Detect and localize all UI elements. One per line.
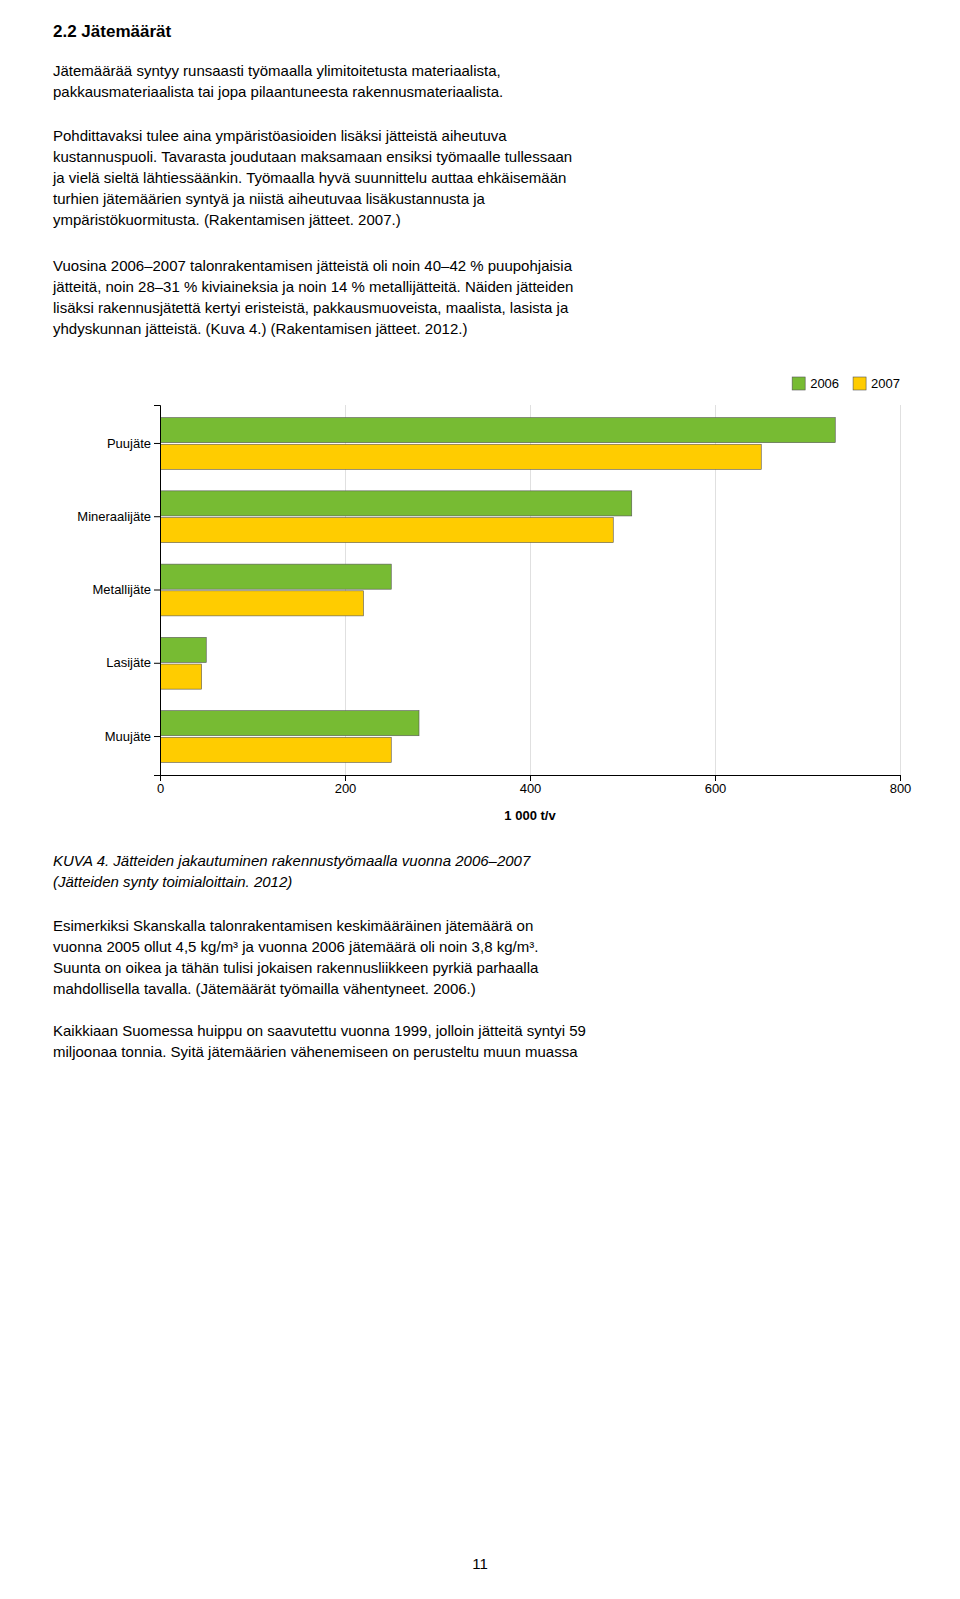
bars bbox=[160, 418, 835, 763]
tick-label: 0 bbox=[157, 781, 164, 796]
tick-label: 800 bbox=[890, 781, 912, 796]
page-title: 2.2 Jätemäärät bbox=[53, 20, 171, 44]
tick: Muujäte bbox=[105, 729, 160, 744]
tick-label: 400 bbox=[520, 781, 542, 796]
tick-label: Muujäte bbox=[105, 729, 151, 744]
grid-line-group bbox=[900, 405, 901, 775]
legend-label: 2006 bbox=[810, 376, 839, 391]
axis-line bbox=[154, 406, 161, 776]
tick-mark bbox=[154, 516, 160, 517]
bar bbox=[160, 444, 761, 469]
chart: 0200400600800MuujäteLasijäteMetallijäteM… bbox=[0, 365, 960, 835]
tick: 800 bbox=[890, 775, 912, 796]
tick-mark bbox=[154, 443, 160, 444]
tick: Puujäte bbox=[107, 436, 160, 451]
x-axis: 0 200 400 600 800 bbox=[157, 775, 911, 796]
tick-mark bbox=[530, 775, 531, 781]
tick-mark bbox=[900, 775, 901, 781]
tick-mark bbox=[154, 590, 160, 591]
legend-item: 2007 bbox=[853, 376, 900, 391]
tick-label: Mineraalijäte bbox=[77, 509, 151, 524]
tick-label: Puujäte bbox=[107, 436, 151, 451]
tick-label: 600 bbox=[705, 781, 727, 796]
tick: 600 bbox=[705, 775, 727, 796]
y-axis: Muujäte Lasijäte Metallijäte Mineraalijäte P… bbox=[77, 406, 160, 776]
text-block: Vuosina 2006–2007 talonrakentamisen jätt… bbox=[53, 255, 573, 339]
tick: Lasijäte bbox=[106, 655, 160, 670]
legend-label: 2007 bbox=[871, 376, 900, 391]
tick-mark bbox=[345, 775, 346, 781]
page-number: 11 bbox=[0, 1555, 960, 1572]
tick: Metallijäte bbox=[92, 582, 160, 597]
plot: 0200400600800MuujäteLasijäteMetallijäteM… bbox=[77, 405, 911, 823]
bar bbox=[160, 518, 613, 543]
tick-label: Lasijäte bbox=[106, 655, 151, 670]
text-block: Esimerkiksi Skanskalla talonrakentamisen… bbox=[53, 915, 538, 999]
legend-swatch bbox=[792, 377, 805, 390]
text-block: Pohdittavaksi tulee aina ympäristöasioid… bbox=[53, 125, 572, 230]
tick-label: 200 bbox=[335, 781, 357, 796]
caption: KUVA 4. Jätteiden jakautuminen rakennust… bbox=[53, 850, 530, 892]
bar bbox=[160, 564, 391, 589]
bar bbox=[160, 491, 632, 516]
axis-title: 1 000 t/v bbox=[504, 808, 556, 823]
grid-line bbox=[900, 405, 901, 775]
bar bbox=[160, 637, 206, 662]
legend-swatch bbox=[853, 377, 866, 390]
tick: 0 bbox=[157, 775, 164, 796]
bar bbox=[160, 711, 419, 736]
tick-mark bbox=[154, 736, 160, 737]
bar bbox=[160, 591, 364, 616]
tick-mark bbox=[715, 775, 716, 781]
grid bbox=[161, 405, 901, 775]
tick: 400 bbox=[520, 775, 542, 796]
text-block: Jätemäärää syntyy runsaasti työmaalla yl… bbox=[53, 60, 503, 102]
bar bbox=[160, 737, 391, 762]
tick-label: Metallijäte bbox=[92, 582, 151, 597]
bar bbox=[160, 418, 835, 443]
legend-item: 2006 bbox=[792, 376, 839, 391]
tick-mark bbox=[154, 663, 160, 664]
text-block: Kaikkiaan Suomessa huippu on saavutettu … bbox=[53, 1020, 586, 1062]
legend: 2006 2007 bbox=[792, 376, 900, 391]
bar bbox=[160, 664, 202, 689]
axis-line bbox=[161, 776, 901, 782]
tick: 200 bbox=[335, 775, 357, 796]
tick: Mineraalijäte bbox=[77, 509, 160, 524]
